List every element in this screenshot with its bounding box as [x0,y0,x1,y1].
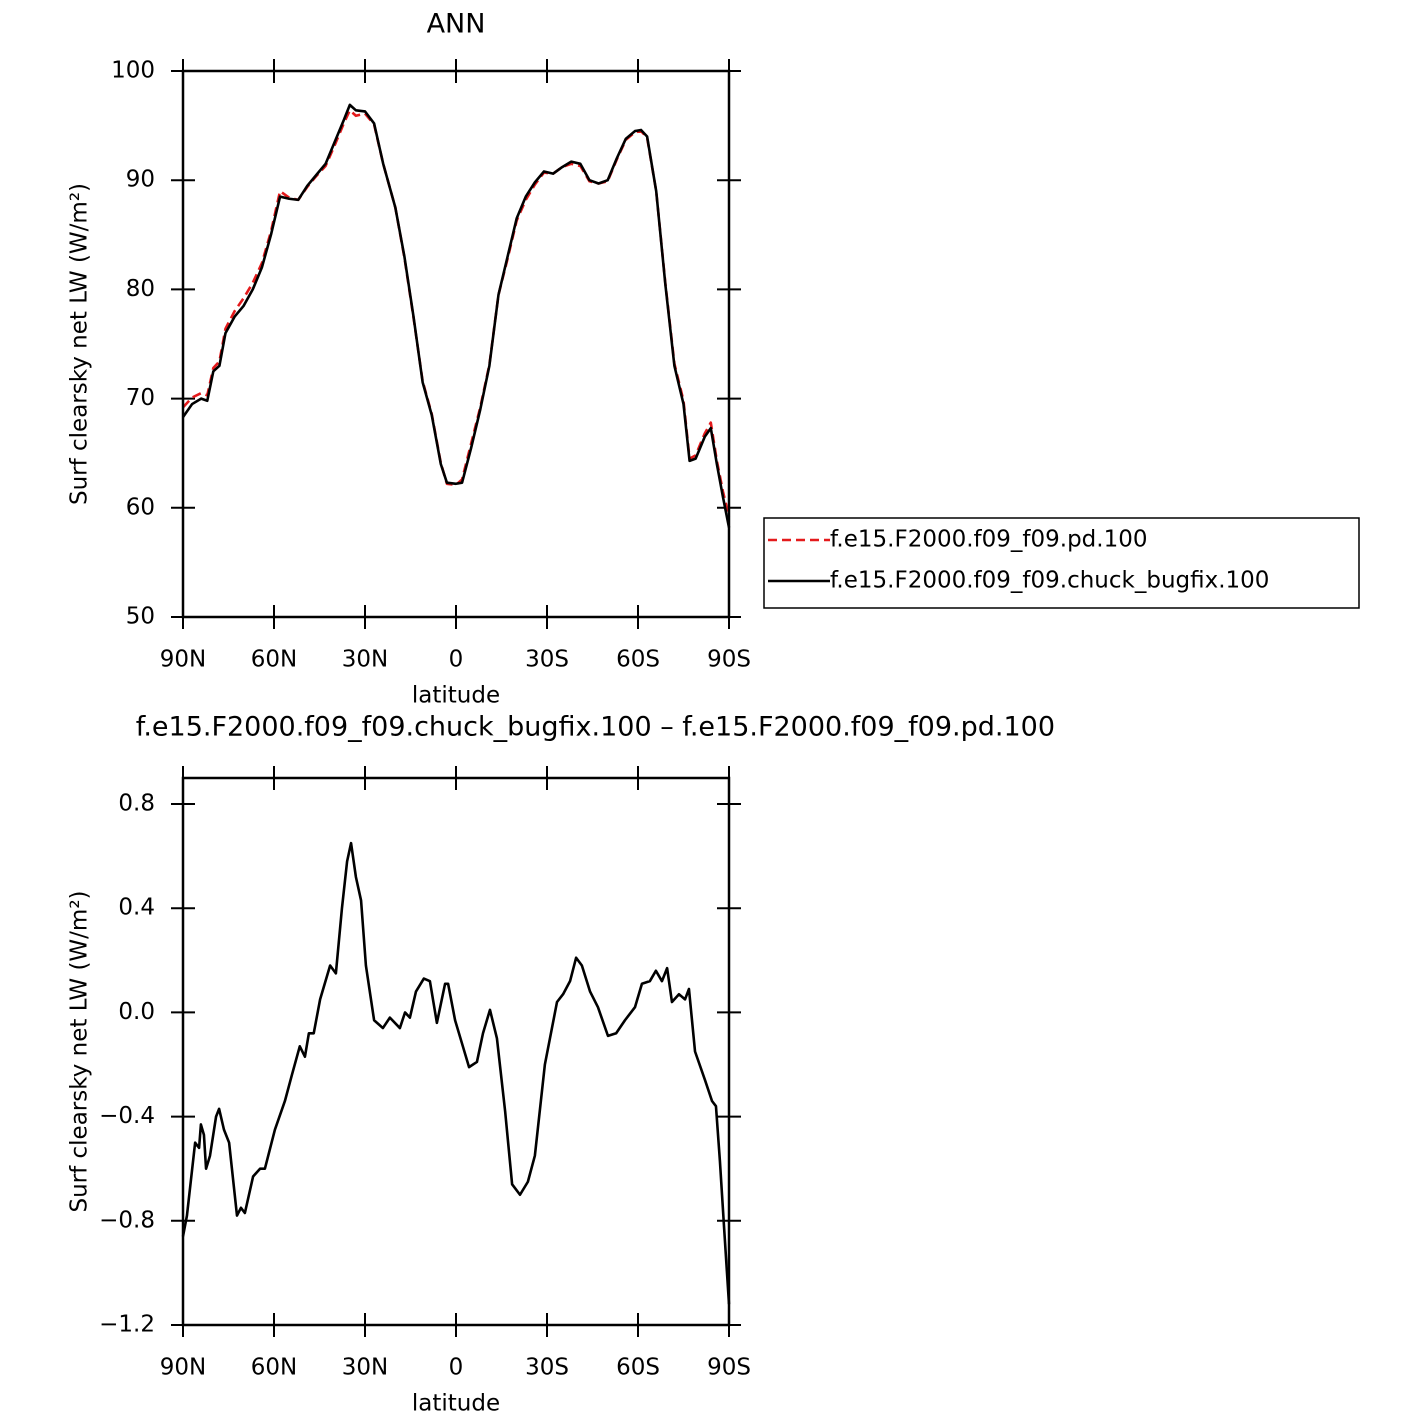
x-tick-label: 30N [342,1355,388,1381]
x-tick-label: 90S [707,647,751,673]
y-tick-label: 50 [126,604,155,630]
y-tick-label: 0.8 [118,791,155,817]
x-tick-label: 60N [251,647,297,673]
x-tick-label: 90N [160,647,206,673]
data-line [181,103,731,528]
legend-box [763,517,1360,609]
y-tick-label: 0.0 [118,999,155,1025]
x-tick-label: 0 [449,647,464,673]
plot-frame [181,69,731,619]
y-axis-label: Surf clearsky net LW (W/m²) [67,183,93,505]
x-tick-label: 0 [449,1355,464,1381]
y-tick-label: −1.2 [99,1312,155,1338]
x-tick-label: 60S [616,1355,660,1381]
data-line [182,109,731,517]
y-axis-label: Surf clearsky net LW (W/m²) [67,890,93,1212]
x-tick-label: 30S [525,1355,569,1381]
y-tick-label: 60 [126,494,155,520]
x-tick-label: 60N [251,1355,297,1381]
chart-title: ANN [427,9,486,40]
legend-label: f.e15.F2000.f09_f09.pd.100 [830,527,1148,553]
y-tick-label: 0.4 [118,895,155,921]
x-tick-label: 90S [707,1355,751,1381]
x-axis-label: latitude [412,1391,500,1417]
x-tick-label: 60S [616,647,660,673]
x-axis-label: latitude [412,683,500,709]
legend-label: f.e15.F2000.f09_f09.chuck_bugfix.100 [830,568,1269,594]
y-tick-label: 100 [111,58,155,84]
plot-frame [181,776,731,1327]
data-line [181,841,731,1305]
chart-title: f.e15.F2000.f09_f09.chuck_bugfix.100 – f… [136,712,1055,743]
y-tick-label: 70 [126,385,155,411]
y-tick-label: 80 [126,276,155,302]
x-tick-label: 30S [525,647,569,673]
y-tick-label: 90 [126,167,155,193]
x-tick-label: 90N [160,1355,206,1381]
x-tick-label: 30N [342,647,388,673]
y-tick-label: −0.8 [99,1207,155,1233]
y-tick-label: −0.4 [99,1103,155,1129]
